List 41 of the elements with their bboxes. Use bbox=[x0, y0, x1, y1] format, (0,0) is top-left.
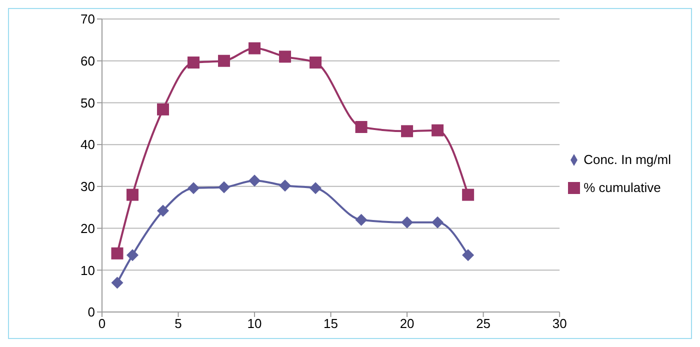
point bbox=[432, 124, 444, 136]
x-tick-label: 0 bbox=[98, 316, 106, 332]
point bbox=[188, 182, 200, 194]
point bbox=[355, 214, 368, 226]
y-tick-label: 50 bbox=[80, 95, 95, 110]
point bbox=[157, 103, 170, 116]
x-tick-label: 10 bbox=[247, 316, 262, 332]
point bbox=[310, 182, 322, 194]
y-tick-label: 10 bbox=[80, 262, 95, 278]
point bbox=[355, 120, 368, 133]
point bbox=[188, 56, 200, 69]
y-tick-label: 20 bbox=[80, 220, 95, 236]
legend-label: % cumulative bbox=[584, 180, 661, 194]
point bbox=[279, 50, 292, 63]
y-tick-label: 40 bbox=[80, 137, 95, 152]
point bbox=[462, 249, 474, 262]
y-tick-label: 0 bbox=[88, 304, 95, 320]
x-tick-label: 15 bbox=[324, 316, 338, 332]
point bbox=[432, 216, 444, 228]
x-tick-label: 25 bbox=[476, 316, 491, 332]
point bbox=[218, 181, 230, 194]
y-tick-label: 70 bbox=[80, 12, 95, 27]
point bbox=[111, 276, 124, 289]
point bbox=[248, 42, 261, 54]
legend-label: Conc. In mg/ml bbox=[584, 152, 671, 166]
point bbox=[310, 56, 322, 69]
point bbox=[279, 180, 292, 192]
point bbox=[401, 125, 414, 138]
point bbox=[111, 247, 124, 260]
x-tick-label: 20 bbox=[400, 316, 414, 332]
y-tick-label: 30 bbox=[80, 179, 95, 194]
x-tick-label: 5 bbox=[174, 316, 182, 332]
point bbox=[157, 204, 170, 217]
point bbox=[462, 188, 474, 201]
point bbox=[126, 188, 139, 201]
point bbox=[218, 54, 230, 67]
point bbox=[126, 249, 139, 262]
point bbox=[401, 216, 414, 228]
y-tick-label: 60 bbox=[80, 53, 95, 68]
point bbox=[248, 174, 261, 187]
x-tick-label: 30 bbox=[552, 316, 567, 332]
